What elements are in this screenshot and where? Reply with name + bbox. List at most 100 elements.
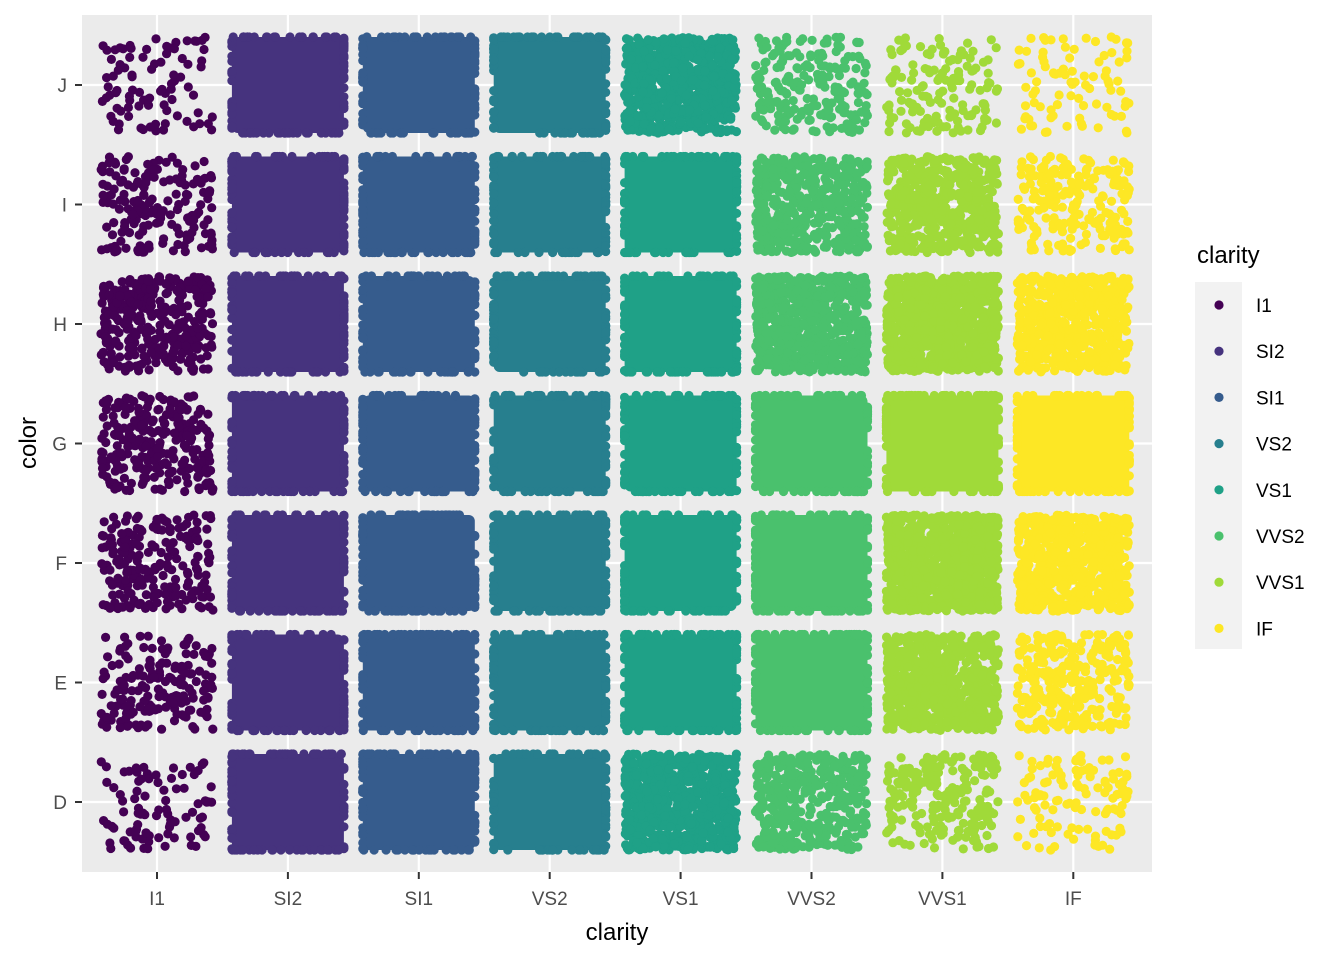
point <box>509 606 520 616</box>
point <box>936 567 946 578</box>
point <box>358 591 368 602</box>
point <box>601 832 611 842</box>
point <box>470 584 480 594</box>
point <box>336 749 346 759</box>
point <box>145 659 155 669</box>
point <box>171 582 181 593</box>
point-mass <box>755 515 868 611</box>
point <box>903 651 913 661</box>
point <box>206 782 216 792</box>
point <box>1088 677 1098 687</box>
point <box>887 713 898 723</box>
point <box>123 654 133 664</box>
point <box>156 636 167 646</box>
point <box>620 654 630 665</box>
point <box>358 559 368 569</box>
point <box>601 751 611 761</box>
point <box>1122 772 1132 782</box>
point <box>699 771 709 781</box>
point <box>862 515 873 526</box>
point <box>115 646 125 656</box>
point <box>159 785 169 795</box>
point <box>973 546 983 556</box>
point <box>804 819 814 830</box>
point <box>424 510 434 520</box>
point <box>339 566 349 577</box>
point <box>813 797 823 808</box>
point <box>664 725 674 736</box>
point <box>285 845 295 855</box>
point <box>805 836 816 846</box>
point-cluster-VS2-F <box>489 510 611 616</box>
point <box>861 809 871 820</box>
point <box>668 783 678 794</box>
point <box>972 842 982 852</box>
point <box>1121 713 1131 723</box>
point <box>632 749 642 760</box>
point <box>470 649 480 659</box>
point <box>489 544 499 554</box>
point <box>636 606 646 616</box>
point <box>1110 670 1120 680</box>
point <box>153 777 163 788</box>
point <box>1105 725 1115 735</box>
point <box>374 510 384 520</box>
point <box>1048 805 1058 815</box>
point <box>946 512 956 522</box>
point <box>128 707 138 717</box>
point <box>382 606 392 616</box>
point <box>152 524 162 534</box>
point <box>661 629 672 640</box>
point <box>641 759 651 769</box>
point <box>641 751 651 761</box>
point <box>620 681 630 691</box>
point <box>132 786 142 796</box>
point <box>775 844 785 854</box>
point <box>917 593 927 603</box>
point <box>778 814 788 824</box>
point <box>470 821 480 831</box>
point <box>620 596 630 606</box>
point <box>682 832 692 842</box>
point <box>358 567 368 577</box>
point <box>912 668 922 678</box>
point <box>725 770 735 780</box>
point <box>305 510 315 520</box>
point <box>140 791 150 801</box>
point <box>533 749 543 759</box>
point <box>339 716 349 726</box>
point <box>1091 807 1101 817</box>
point <box>1101 650 1111 660</box>
point <box>929 843 940 853</box>
point <box>882 675 892 685</box>
point <box>358 812 368 822</box>
point <box>686 819 697 829</box>
point <box>732 541 742 551</box>
point <box>1048 695 1058 705</box>
point <box>1112 789 1122 800</box>
point <box>379 725 389 736</box>
point <box>286 749 297 759</box>
point <box>946 757 957 767</box>
point <box>1067 645 1077 655</box>
point <box>750 650 761 660</box>
point <box>458 606 468 616</box>
point <box>898 800 908 810</box>
point <box>771 510 781 520</box>
point <box>857 829 867 839</box>
point <box>969 754 979 764</box>
point <box>181 640 191 650</box>
point <box>452 749 462 759</box>
point <box>1064 712 1074 722</box>
point <box>127 686 137 696</box>
point <box>1058 662 1068 672</box>
point <box>141 683 151 693</box>
point <box>988 710 999 720</box>
point <box>227 646 237 657</box>
point <box>937 633 947 643</box>
point <box>339 787 349 797</box>
point <box>161 804 172 815</box>
point <box>890 793 900 803</box>
point <box>764 763 774 773</box>
point <box>238 845 248 855</box>
